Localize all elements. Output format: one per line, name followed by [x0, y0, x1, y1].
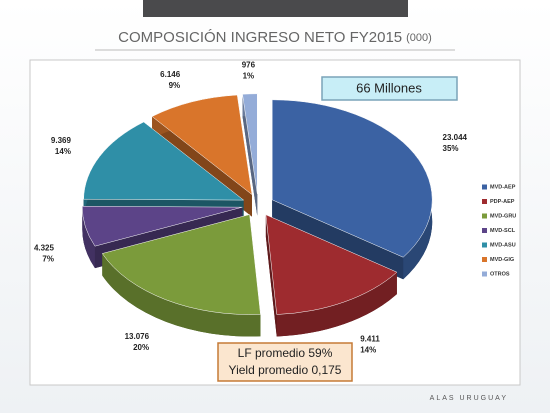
percent-label: 9% — [169, 81, 181, 90]
legend-swatch — [482, 228, 487, 233]
legend-label: MVD-GRU — [490, 213, 516, 219]
percent-label: 7% — [42, 254, 54, 263]
legend-label: MVD-AEP — [490, 184, 516, 190]
legend-label: OTROS — [490, 271, 510, 277]
slice — [271, 99, 433, 258]
slice-wall — [242, 94, 258, 216]
legend-label: MVD-GIG — [490, 257, 514, 263]
slice — [265, 214, 398, 315]
percent-label: 14% — [360, 346, 376, 355]
kpi-yield: Yield promedio 0,175 — [229, 363, 342, 377]
legend-label: MVD-SCL — [490, 228, 516, 234]
total-box — [321, 76, 458, 101]
legend-swatch — [482, 271, 487, 277]
percent-label: 1% — [243, 71, 255, 80]
slice — [83, 121, 245, 201]
title-unit: (000) — [406, 32, 432, 44]
value-label: 976 — [242, 60, 256, 69]
slice-wall — [265, 214, 277, 337]
legend-swatch — [482, 242, 487, 248]
percent-label: 20% — [133, 343, 149, 352]
legend-label: MVD-ASU — [490, 242, 516, 248]
slice — [82, 206, 243, 247]
slice-rim — [276, 272, 397, 337]
slice — [242, 93, 258, 194]
percent-label: 35% — [443, 144, 459, 153]
logo: ALAS URUGUAY — [430, 395, 508, 402]
chart-title: COMPOSICIÓN INGRESO NETO FY2015 (000) — [118, 29, 432, 46]
top-bar — [143, 0, 408, 17]
slice-wall — [272, 199, 404, 280]
slice — [151, 94, 253, 196]
title-main: COMPOSICIÓN INGRESO NETO FY2015 — [118, 29, 402, 46]
legend-swatch — [482, 257, 487, 262]
legend: MVD-AEP PDP-AEP MVD-GRU MVD-SCL MVD-ASU MVD-G… — [482, 184, 516, 277]
value-label: 9.369 — [51, 136, 72, 145]
slice-rim — [82, 206, 95, 269]
value-label: 4.325 — [34, 243, 55, 252]
value-label: 9.411 — [360, 335, 380, 344]
value-label: 23.044 — [443, 133, 468, 142]
value-label: 6.146 — [160, 70, 181, 79]
kpi-lf: LF promedio 59% — [238, 346, 333, 360]
legend-swatch — [482, 213, 487, 219]
value-label: 13.076 — [125, 332, 150, 341]
pie — [82, 93, 433, 337]
legend-swatch — [482, 199, 487, 204]
slice — [101, 214, 261, 315]
legend-label: PDP-AEP — [490, 199, 515, 205]
percent-label: 14% — [55, 147, 71, 156]
kpi-box — [217, 342, 353, 382]
legend-swatch — [482, 184, 487, 190]
slice-rim — [102, 253, 261, 337]
total-text: 66 Millones — [356, 80, 422, 95]
